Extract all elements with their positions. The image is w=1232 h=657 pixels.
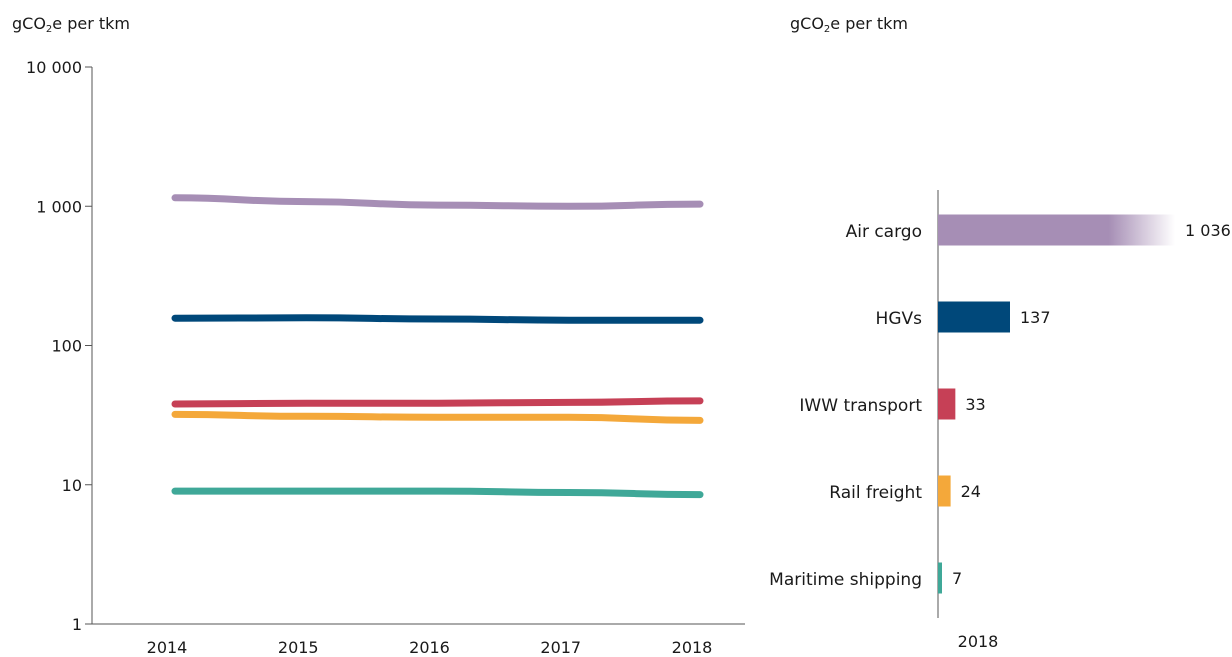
x-tick-label: 2017 — [540, 638, 581, 657]
value-label: 24 — [961, 482, 981, 501]
bar-iww-transport — [938, 388, 956, 420]
y-tick-label: 10 000 — [26, 58, 82, 77]
category-label: HGVs — [876, 309, 923, 329]
category-label: Maritime shipping — [769, 570, 922, 590]
bar-rail-freight — [938, 475, 951, 507]
y-tick-label: 100 — [51, 337, 82, 356]
x-tick-label: 2015 — [278, 638, 319, 657]
y-tick-label: 1 — [72, 615, 82, 634]
series-line-1 — [171, 314, 704, 324]
y-tick-label: 10 — [62, 476, 82, 495]
series-line-0 — [171, 194, 704, 210]
bar-air-cargo — [938, 214, 1175, 246]
x-tick-label: 2018 — [672, 638, 713, 657]
value-label: 1 036 — [1185, 221, 1231, 240]
x-tick-label: 2014 — [147, 638, 188, 657]
x-axis-label: 2018 — [958, 632, 999, 651]
value-label: 7 — [952, 569, 962, 588]
value-label: 33 — [965, 395, 985, 414]
category-label: Air cargo — [846, 222, 922, 242]
series-line-4 — [171, 487, 704, 499]
bar-hgvs — [938, 301, 1010, 333]
category-label: IWW transport — [799, 396, 922, 416]
bar-maritime-shipping — [938, 562, 942, 594]
y-tick-label: 1 000 — [36, 197, 82, 216]
category-label: Rail freight — [829, 483, 922, 503]
left-chart-unit-label: gCO2e per tkm — [12, 14, 131, 35]
x-tick-label: 2016 — [409, 638, 450, 657]
series-line-3 — [171, 410, 704, 424]
right-chart-unit-label: gCO2e per tkm — [790, 14, 909, 35]
series-line-2 — [171, 397, 704, 408]
value-label: 137 — [1020, 308, 1051, 327]
